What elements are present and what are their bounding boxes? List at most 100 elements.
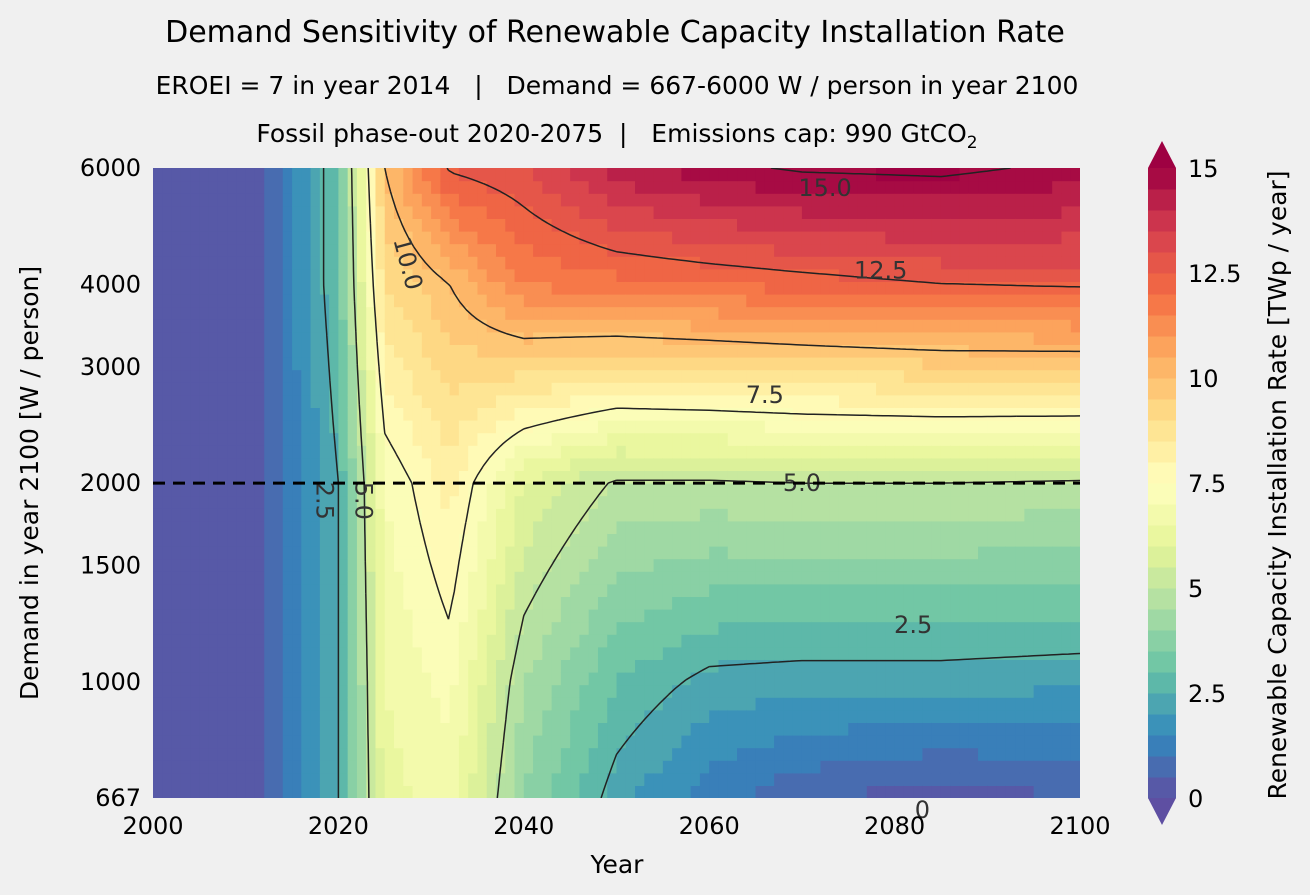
heatmap-cell [635, 659, 645, 673]
heatmap-cell [366, 319, 377, 333]
heatmap-cell [1005, 306, 1016, 320]
heatmap-cell [857, 281, 868, 295]
heatmap-cell [319, 457, 330, 471]
heatmap-cell [931, 735, 942, 749]
heatmap-cell [329, 583, 339, 597]
heatmap-cell [190, 520, 200, 534]
heatmap-cell [978, 596, 988, 610]
heatmap-cell [319, 520, 330, 534]
heatmap-cell [1015, 646, 1025, 660]
heatmap-cell [913, 319, 924, 333]
heatmap-cell [1052, 571, 1063, 585]
heatmap-cell [699, 331, 710, 345]
heatmap-cell [440, 609, 451, 623]
heatmap-cell [838, 369, 849, 383]
heatmap-cell [801, 420, 812, 434]
heatmap-cell [560, 533, 571, 547]
heatmap-cell [718, 294, 729, 308]
heatmap-cell [1052, 646, 1063, 660]
heatmap-cell [329, 294, 339, 308]
heatmap-cell [746, 357, 757, 371]
heatmap-cell [588, 420, 599, 434]
heatmap-cell [644, 659, 655, 673]
heatmap-cell [171, 621, 182, 635]
heatmap-cell [811, 533, 822, 547]
heatmap-cell [458, 394, 469, 408]
heatmap-cell [616, 596, 627, 610]
heatmap-cell [486, 785, 497, 798]
heatmap-cell [653, 747, 664, 761]
heatmap-cell [199, 659, 210, 673]
heatmap-cell [347, 558, 358, 572]
heatmap-cell [653, 319, 664, 333]
heatmap-cell [366, 193, 377, 207]
heatmap-cell [931, 722, 942, 736]
heatmap-cell [644, 672, 655, 686]
heatmap-cell [848, 394, 859, 408]
heatmap-cell [282, 609, 293, 623]
heatmap-cell [866, 546, 877, 560]
heatmap-cell [403, 369, 414, 383]
heatmap-cell [449, 344, 460, 358]
heatmap-cell [903, 243, 914, 257]
heatmap-cell [329, 684, 339, 698]
heatmap-cell [811, 646, 822, 660]
heatmap-cell [922, 495, 933, 509]
heatmap-cell [996, 684, 1007, 698]
heatmap-cell [876, 445, 886, 459]
heatmap-cell [690, 672, 701, 686]
heatmap-cell [1061, 369, 1072, 383]
heatmap-cell [542, 571, 553, 585]
heatmap-cell [264, 558, 275, 572]
heatmap-cell [273, 785, 284, 798]
heatmap-cell [384, 672, 395, 686]
heatmap-cell [403, 646, 414, 660]
heatmap-cell [588, 256, 599, 270]
heatmap-cell [403, 382, 414, 396]
heatmap-cell [792, 243, 803, 257]
heatmap-cell [468, 432, 479, 446]
heatmap-cell [310, 760, 321, 774]
heatmap-cell [477, 747, 488, 761]
heatmap-cell [950, 495, 961, 509]
heatmap-cell [356, 168, 367, 182]
heatmap-cell [913, 268, 924, 282]
heatmap-cell [709, 634, 720, 648]
heatmap-cell [199, 760, 210, 774]
heatmap-cell [356, 659, 367, 673]
heatmap-cell [153, 722, 163, 736]
heatmap-cell [347, 369, 358, 383]
heatmap-cell [347, 483, 358, 497]
heatmap-cell [1052, 760, 1063, 774]
heatmap-cell [1033, 646, 1044, 660]
heatmap-cell [449, 205, 460, 219]
heatmap-cell [254, 394, 265, 408]
heatmap-cell [421, 470, 432, 484]
heatmap-cell [1052, 596, 1063, 610]
heatmap-cell [1024, 533, 1035, 547]
heatmap-cell [319, 684, 330, 698]
heatmap-cell [968, 168, 979, 182]
heatmap-cell [310, 256, 321, 270]
heatmap-cell [282, 483, 293, 497]
heatmap-cell [254, 546, 265, 560]
heatmap-cell [950, 231, 961, 245]
heatmap-cell [820, 432, 831, 446]
heatmap-cell [254, 697, 265, 711]
heatmap-cell [236, 294, 247, 308]
heatmap-cell [282, 697, 293, 711]
heatmap-cell [718, 697, 729, 711]
heatmap-cell [811, 268, 822, 282]
heatmap-cell [162, 205, 173, 219]
heatmap-cell [245, 772, 256, 786]
heatmap-cell [254, 457, 265, 471]
heatmap-cell [857, 672, 868, 686]
heatmap-cell [338, 722, 349, 736]
heatmap-cell [495, 168, 506, 182]
heatmap-cell [171, 495, 182, 509]
heatmap-cell [681, 772, 692, 786]
heatmap-cell [1061, 546, 1072, 560]
heatmap-cell [774, 760, 784, 774]
heatmap-cell [394, 735, 404, 749]
heatmap-cell [653, 709, 664, 723]
